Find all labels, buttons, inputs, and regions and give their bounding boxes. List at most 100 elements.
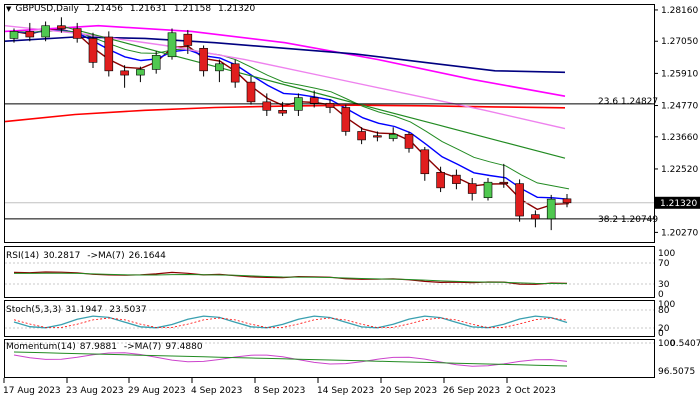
candle-body-down — [57, 25, 66, 29]
candles-layer — [9, 17, 572, 231]
momentum-label: Momentum(14) — [6, 342, 76, 352]
time-tick-label: 23 Aug 2023 — [66, 386, 124, 396]
triangle-down-icon: ▼ — [6, 5, 12, 13]
rsi-value: 30.2817 — [43, 251, 81, 261]
horizontal-lines-layer: 1.21320 — [5, 103, 700, 220]
candle-body-down — [373, 135, 382, 138]
candle-body-up — [167, 32, 177, 58]
candle-body-down — [262, 101, 272, 111]
rsi-axis-0: 0 — [658, 290, 664, 300]
candle-body-down — [199, 47, 208, 72]
sma-mid-line — [59, 25, 566, 159]
momentum-axis-max: 0.5407 — [670, 339, 700, 349]
close-value: 1.21320 — [218, 4, 256, 14]
price-tick-label: 1.28160 — [661, 6, 698, 16]
sma-50-line — [4, 24, 566, 97]
stoch-label: Stoch(5,3,3) — [6, 305, 62, 315]
candle-body-up — [483, 181, 493, 199]
candle-body-up — [294, 97, 303, 111]
price-tick-label: 1.27050 — [661, 37, 698, 47]
stoch-main-line — [13, 315, 568, 329]
candle-body-up — [151, 55, 161, 70]
time-tick-label: 2 Oct 2023 — [506, 386, 556, 396]
rsi-axis-30: 30 — [658, 280, 670, 290]
high-value: 1.21631 — [129, 4, 168, 14]
momentum-axis-min: 96.5075 — [658, 367, 695, 377]
candle-body-up — [136, 69, 145, 76]
candle-body-up — [41, 25, 50, 38]
candle-body-down — [246, 81, 256, 103]
candle-body-down — [341, 107, 351, 132]
candle-body-down — [72, 28, 82, 39]
momentum-ma-line — [13, 351, 568, 367]
stoch-value: 31.1947 — [65, 305, 103, 315]
candle-body-down — [230, 63, 240, 83]
rsi-axis-70: 70 — [658, 259, 670, 269]
candle-body-down — [88, 38, 98, 63]
candle-body-up — [388, 133, 398, 139]
rsi-panel-frame — [4, 246, 655, 298]
stoch-panel-frame — [4, 300, 655, 337]
stoch-header: Stoch(5,3,3) 31.1947 23.5037 — [6, 305, 151, 315]
price-tick-label: 1.23660 — [661, 133, 698, 143]
price-tick-label: 1.20270 — [661, 228, 698, 238]
candle-body-up — [215, 63, 224, 72]
candle-body-down — [499, 181, 509, 184]
candle-body-down — [436, 172, 445, 189]
candle-body-down — [325, 102, 335, 108]
stoch-signal-value: 23.5037 — [109, 305, 147, 315]
rsi-ma-line — [14, 272, 568, 285]
time-tick-label: 26 Sep 2023 — [443, 386, 500, 396]
time-tick-label: 8 Sep 2023 — [254, 386, 305, 396]
price-tick-label: 1.25910 — [661, 69, 698, 79]
candle-body-down — [357, 131, 366, 141]
rsi-ma-label: ->MA(7) — [87, 251, 125, 261]
stoch-axis-20: 20 — [658, 324, 670, 334]
time-tick-label: 17 Aug 2023 — [3, 386, 61, 396]
candle-body-down — [531, 214, 540, 220]
candle-body-down — [515, 183, 524, 217]
momentum-value: 87.9881 — [79, 342, 117, 352]
candle-body-down — [467, 183, 477, 194]
momentum-header: Momentum(14) 87.9881 ->MA(7) 97.4880 — [6, 342, 207, 352]
price-axis-layer: 1.28160 1.27050 1.25910 1.24770 1.23660 1.225… — [654, 6, 698, 238]
stoch-axis-100: 100 — [658, 300, 675, 310]
candle-body-up — [546, 198, 556, 220]
time-tick-label: 20 Sep 2023 — [380, 386, 437, 396]
fib-label-23-6: 23.6 1.24827 — [598, 97, 659, 107]
candle-body-down — [183, 33, 193, 46]
price-tick-label: 1.22520 — [661, 165, 698, 175]
stoch-axis-0: 0 — [658, 329, 664, 339]
candle-body-down — [104, 36, 114, 72]
candle-body-down — [309, 97, 319, 104]
symbol-label: GBPUSD,Daily — [15, 4, 79, 14]
low-value: 1.21158 — [173, 4, 212, 14]
rsi-ma-value: 26.1644 — [128, 251, 166, 261]
momentum-line — [13, 352, 568, 367]
current-price-label: 1.21320 — [660, 199, 697, 209]
indicator-lines-layer — [13, 271, 568, 367]
stoch-signal-line — [13, 317, 568, 329]
stoch-axis-80: 80 — [658, 306, 670, 316]
momentum-ma-value: 97.4880 — [165, 342, 203, 352]
fib-label-38-2: 38.2 1.20749 — [598, 215, 659, 225]
time-tick-label: 14 Sep 2023 — [317, 386, 374, 396]
rsi-header: RSI(14) 30.2817 ->MA(7) 26.1644 — [6, 251, 170, 261]
candle-body-down — [452, 174, 461, 184]
momentum-panel-frame — [4, 339, 655, 378]
time-tick-label: 29 Aug 2023 — [128, 386, 186, 396]
main-panel-frame — [4, 4, 655, 243]
rsi-label: RSI(14) — [6, 251, 40, 261]
candle-body-down — [404, 133, 414, 149]
candle-body-up — [9, 31, 19, 39]
sma-200-line — [4, 104, 566, 123]
candle-body-down — [25, 31, 35, 38]
candle-body-down — [278, 110, 287, 114]
candle-body-down — [420, 149, 430, 175]
open-value: 1.21456 — [85, 4, 123, 14]
time-axis-layer: 17 Aug 2023 23 Aug 2023 29 Aug 2023 4 Sep 2… — [3, 378, 556, 396]
rsi-axis-100: 100 — [658, 249, 675, 259]
sma-100-line — [4, 36, 566, 74]
price-tick-label: 1.24770 — [661, 102, 698, 112]
